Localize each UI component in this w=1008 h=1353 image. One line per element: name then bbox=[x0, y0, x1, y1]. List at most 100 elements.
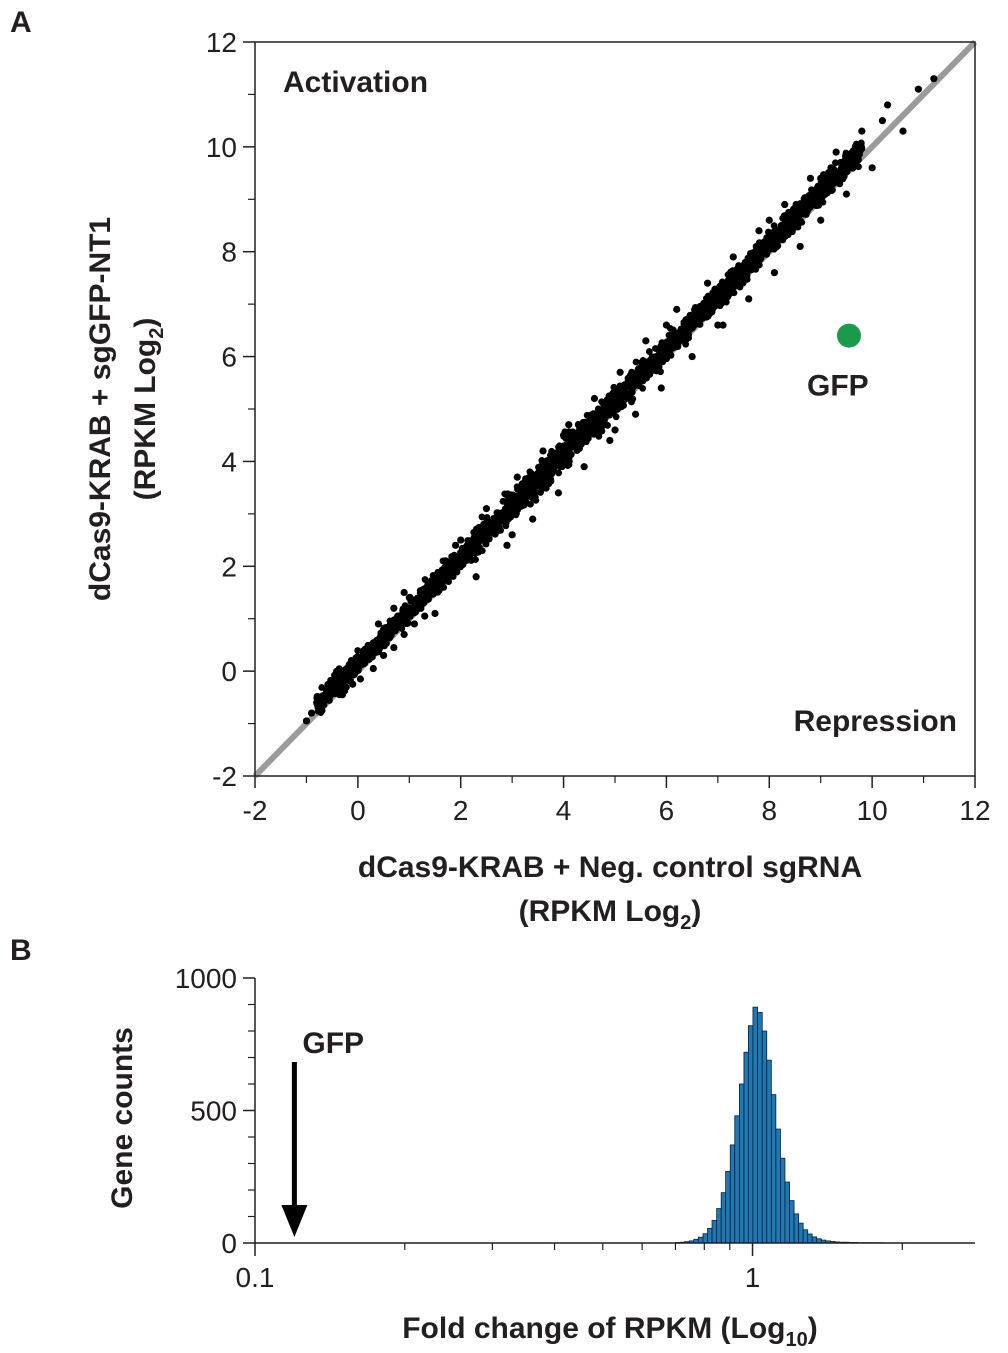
data-point bbox=[561, 442, 569, 449]
histogram-bar bbox=[766, 1059, 772, 1244]
data-point bbox=[460, 557, 468, 564]
data-point bbox=[672, 343, 680, 351]
data-point bbox=[538, 457, 546, 464]
data-point bbox=[570, 432, 578, 440]
data-point bbox=[354, 647, 362, 654]
data-point bbox=[714, 321, 722, 329]
y-tick-label: 2 bbox=[221, 551, 237, 582]
data-point bbox=[765, 216, 773, 224]
data-point bbox=[851, 143, 859, 150]
data-point bbox=[519, 490, 527, 498]
histogram-bar bbox=[798, 1222, 804, 1244]
data-point bbox=[360, 647, 367, 654]
histogram-bar bbox=[793, 1213, 800, 1244]
y-axis-ticks: 0 500 1000 bbox=[175, 963, 255, 1259]
data-point bbox=[514, 485, 521, 493]
x-tick-label: 8 bbox=[761, 795, 777, 826]
data-point bbox=[472, 525, 480, 533]
data-point bbox=[469, 542, 477, 549]
data-point bbox=[667, 351, 675, 359]
data-point bbox=[830, 168, 838, 175]
y-tick-label: 500 bbox=[190, 1096, 237, 1127]
data-point bbox=[556, 458, 564, 466]
data-point bbox=[511, 506, 518, 514]
data-point bbox=[840, 173, 848, 180]
data-point bbox=[374, 620, 383, 628]
data-point bbox=[433, 580, 441, 588]
data-point bbox=[503, 541, 511, 549]
data-point bbox=[387, 630, 395, 637]
data-point bbox=[535, 463, 542, 471]
y-tick-label: 6 bbox=[221, 342, 237, 373]
data-point bbox=[539, 447, 547, 455]
data-point bbox=[832, 159, 839, 167]
data-point bbox=[899, 127, 907, 135]
data-point bbox=[724, 277, 732, 284]
data-point bbox=[390, 643, 398, 652]
y-tick-label: 0 bbox=[221, 1228, 237, 1259]
panel-a-scatter: A GFP Activation Repression -2 0 2 4 6 8 10 12 … bbox=[10, 6, 991, 934]
data-point bbox=[724, 271, 732, 279]
data-point bbox=[674, 336, 682, 344]
data-point bbox=[796, 242, 804, 251]
histogram-bar bbox=[707, 1228, 713, 1244]
data-point bbox=[520, 501, 528, 509]
histogram-bar bbox=[734, 1115, 740, 1244]
data-point bbox=[848, 156, 855, 164]
data-point bbox=[604, 421, 611, 429]
data-point bbox=[398, 613, 406, 621]
data-point bbox=[593, 414, 601, 422]
x-tick-label: 0.1 bbox=[236, 1262, 275, 1293]
data-point bbox=[788, 215, 795, 223]
histogram-bar bbox=[780, 1157, 786, 1244]
data-point bbox=[400, 630, 408, 639]
data-point bbox=[576, 445, 583, 452]
data-point bbox=[452, 560, 460, 568]
data-point bbox=[565, 421, 573, 429]
data-point bbox=[642, 337, 650, 345]
data-point bbox=[755, 227, 763, 235]
data-point bbox=[513, 473, 521, 481]
data-point bbox=[478, 524, 486, 532]
data-point bbox=[336, 691, 343, 699]
data-point bbox=[745, 295, 753, 303]
data-point bbox=[431, 609, 439, 618]
x-tick-label: 2 bbox=[453, 795, 469, 826]
data-point bbox=[735, 281, 743, 289]
data-point bbox=[858, 127, 866, 135]
data-point bbox=[537, 489, 544, 496]
data-point bbox=[406, 593, 414, 601]
data-point bbox=[657, 368, 664, 376]
data-point bbox=[567, 451, 575, 458]
histogram-bar bbox=[729, 1144, 736, 1244]
data-point bbox=[381, 628, 389, 635]
data-point bbox=[657, 384, 665, 392]
data-point bbox=[594, 424, 601, 432]
data-point bbox=[718, 286, 726, 294]
data-point bbox=[546, 471, 554, 479]
data-point bbox=[509, 491, 517, 499]
data-point bbox=[703, 279, 712, 287]
data-point bbox=[603, 410, 611, 418]
data-point bbox=[365, 651, 373, 658]
data-point bbox=[734, 269, 742, 277]
data-point bbox=[691, 321, 699, 329]
data-point bbox=[771, 240, 779, 248]
histogram-bar bbox=[770, 1094, 777, 1244]
data-point bbox=[645, 348, 653, 355]
histogram-bar bbox=[811, 1236, 818, 1244]
data-point bbox=[817, 216, 825, 224]
data-point bbox=[832, 148, 840, 156]
data-point bbox=[555, 469, 563, 477]
data-point bbox=[850, 162, 857, 170]
data-point bbox=[439, 557, 447, 565]
data-point bbox=[750, 265, 757, 273]
data-point bbox=[335, 665, 343, 673]
data-point bbox=[620, 382, 628, 390]
data-point bbox=[607, 403, 615, 411]
data-point bbox=[421, 612, 429, 620]
data-point bbox=[629, 395, 637, 403]
data-point bbox=[820, 185, 828, 193]
x-tick-label: 1 bbox=[745, 1262, 761, 1293]
data-point bbox=[565, 457, 573, 465]
